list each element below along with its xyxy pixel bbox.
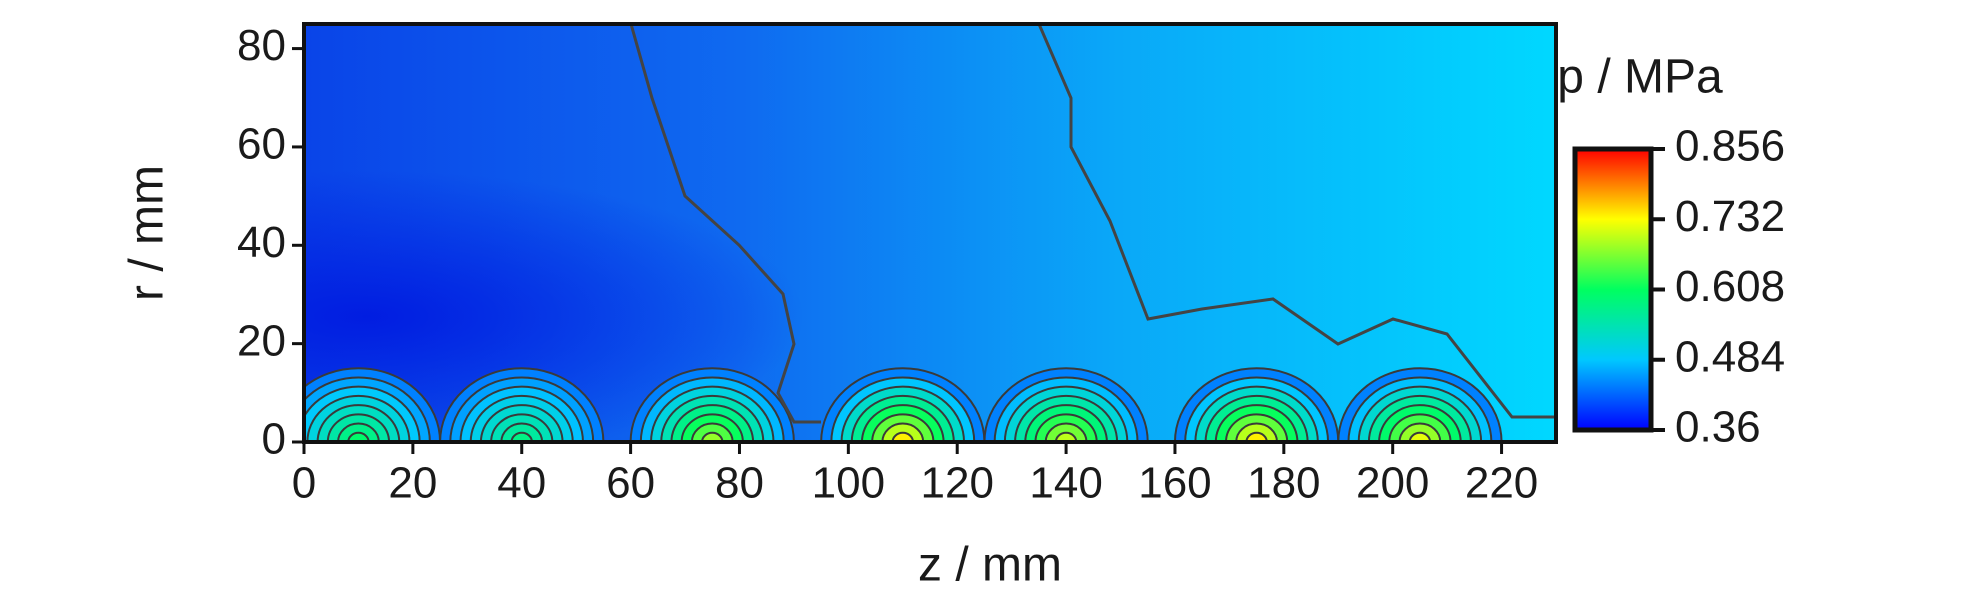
- y-tick-label: 60: [237, 120, 286, 169]
- contour-line: [629, 24, 821, 424]
- peaks: [304, 367, 1503, 442]
- y-axis-label: r / mm: [121, 165, 174, 301]
- x-tick-label: 20: [388, 459, 437, 508]
- x-tick-label: 80: [715, 459, 764, 508]
- x-tick-label: 220: [1465, 459, 1538, 508]
- x-tick-label: 60: [606, 459, 655, 508]
- plot-area: [304, 24, 1556, 442]
- plot-frame: [302, 22, 1558, 444]
- x-tick-label: 40: [497, 459, 546, 508]
- colorbar-tick-label: 0.732: [1675, 192, 1785, 241]
- x-tick-label: 120: [921, 459, 994, 508]
- colorbar-tick-label: 0.36: [1675, 403, 1761, 452]
- y-tick-label: 20: [237, 316, 286, 365]
- x-axis-label: z / mm: [918, 539, 1062, 591]
- colorbar-fill: [1572, 146, 1654, 433]
- colorbar-tick-label: 0.608: [1675, 262, 1785, 311]
- x-tick-label: 180: [1247, 459, 1320, 508]
- contour-line: [1037, 24, 1556, 419]
- colorbar: 0.36 0.484 0.608 0.732 0.856: [1572, 122, 1785, 452]
- colorbar-tick-label: 0.484: [1675, 332, 1785, 381]
- colorbar-label: p / MPa: [1557, 51, 1723, 104]
- x-tick-label: 100: [812, 459, 885, 508]
- x-tick-label: 160: [1138, 459, 1211, 508]
- x-tick-label: 200: [1356, 459, 1429, 508]
- y-tick-label: 80: [237, 21, 286, 70]
- y-tick-label: 0: [262, 415, 286, 464]
- x-tick-label: 0: [292, 459, 316, 508]
- y-tick-label: 40: [237, 218, 286, 267]
- x-tick-label: 140: [1029, 459, 1102, 508]
- colorbar-tick-label: 0.856: [1675, 122, 1785, 171]
